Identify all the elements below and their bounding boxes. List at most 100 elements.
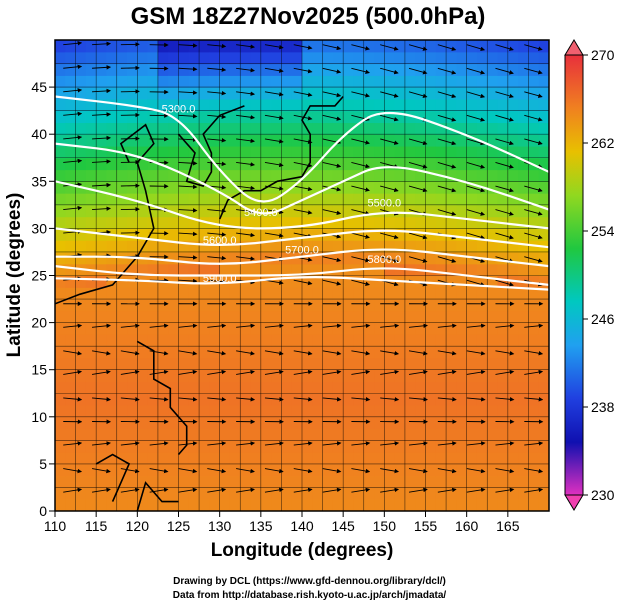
streamline-arrow [380, 323, 400, 329]
field-cell [55, 369, 66, 383]
field-cell [65, 452, 77, 465]
field-cell [127, 275, 138, 288]
field-cell [127, 157, 138, 171]
streamline-arrow [207, 487, 227, 493]
field-cell [281, 122, 293, 135]
field-cell [178, 122, 190, 135]
field-cell [332, 334, 344, 347]
field-cell [96, 122, 108, 135]
field-cell [302, 134, 313, 147]
field-cell [528, 193, 540, 206]
streamline-arrow [120, 397, 140, 402]
field-cell [85, 463, 97, 477]
streamline-arrow [178, 369, 198, 375]
streamline-arrow [293, 441, 313, 446]
field-cell [435, 440, 447, 453]
field-cell [363, 287, 375, 300]
field-cell [106, 452, 118, 465]
streamline-arrow [236, 468, 255, 474]
field-cell [322, 428, 334, 441]
field-cell [106, 299, 118, 312]
field-cell [394, 134, 406, 147]
field-cell [425, 487, 437, 500]
field-cell [178, 381, 190, 394]
field-cell [456, 263, 468, 277]
field-cell [137, 40, 149, 53]
colorbar-gradient [564, 54, 584, 496]
field-cell [374, 346, 385, 359]
field-cell [271, 299, 283, 312]
field-cell [538, 51, 549, 65]
field-cell [476, 334, 488, 347]
field-cell [291, 322, 303, 335]
field-cell [302, 322, 313, 335]
field-cell [497, 393, 509, 406]
streamline-arrow [236, 185, 256, 191]
streamline-arrow [207, 138, 227, 143]
field-cell [199, 381, 210, 394]
field-cell [456, 169, 468, 182]
field-cell [343, 145, 355, 159]
field-cell [374, 193, 385, 206]
field-cell [374, 299, 385, 312]
field-cell [446, 475, 457, 489]
field-cell [384, 51, 396, 65]
field-cell [96, 98, 108, 112]
field-cell [322, 452, 334, 465]
field-cell [137, 287, 149, 300]
field-cell [302, 51, 313, 65]
streamline-arrow [92, 182, 112, 188]
y-tick-label: 45 [31, 79, 47, 95]
field-cell [404, 63, 416, 76]
field-cell [404, 416, 416, 430]
field-cell [178, 51, 190, 65]
field-cell [332, 240, 344, 253]
field-cell [312, 334, 324, 347]
field-cell [332, 475, 344, 489]
field-cell [65, 369, 77, 383]
field-cell [528, 287, 540, 300]
streamline-arrow [264, 209, 284, 215]
field-cell [178, 110, 190, 124]
field-cell [538, 381, 549, 394]
field-cell [476, 40, 488, 53]
field-cell [147, 475, 159, 489]
streamline-arrow [466, 232, 486, 240]
field-cell [518, 263, 530, 277]
streamline-arrow [149, 468, 169, 474]
field-cell [487, 381, 499, 394]
streamline-arrow [322, 369, 342, 375]
field-cell [250, 440, 262, 453]
field-cell [507, 346, 519, 359]
streamline-arrow [207, 114, 227, 119]
field-cell [229, 134, 241, 147]
field-cell [199, 299, 210, 312]
field-cell [507, 251, 519, 265]
field-cell [384, 157, 396, 171]
field-cell [456, 310, 468, 324]
field-cell [538, 134, 549, 147]
field-cell [302, 157, 313, 171]
streamline-arrow [466, 441, 486, 446]
streamline-arrow [524, 209, 543, 216]
field-cell [229, 393, 241, 406]
field-cell [466, 51, 478, 65]
field-cell [394, 204, 406, 218]
field-cell [425, 181, 437, 194]
field-cell [456, 228, 468, 241]
field-cell [518, 134, 530, 147]
streamline-arrow [63, 323, 83, 329]
streamline-arrow [495, 487, 515, 493]
field-cell [106, 110, 118, 124]
field-cell [55, 216, 66, 229]
field-cell [178, 428, 190, 441]
field-cell [374, 452, 385, 465]
field-cell [384, 134, 396, 147]
streamline-arrow [408, 369, 428, 375]
field-cell [363, 475, 375, 489]
field-cell [157, 322, 169, 335]
field-cell [374, 145, 385, 159]
field-cell [178, 499, 190, 511]
field-cell [168, 63, 180, 76]
field-cell [291, 463, 303, 477]
